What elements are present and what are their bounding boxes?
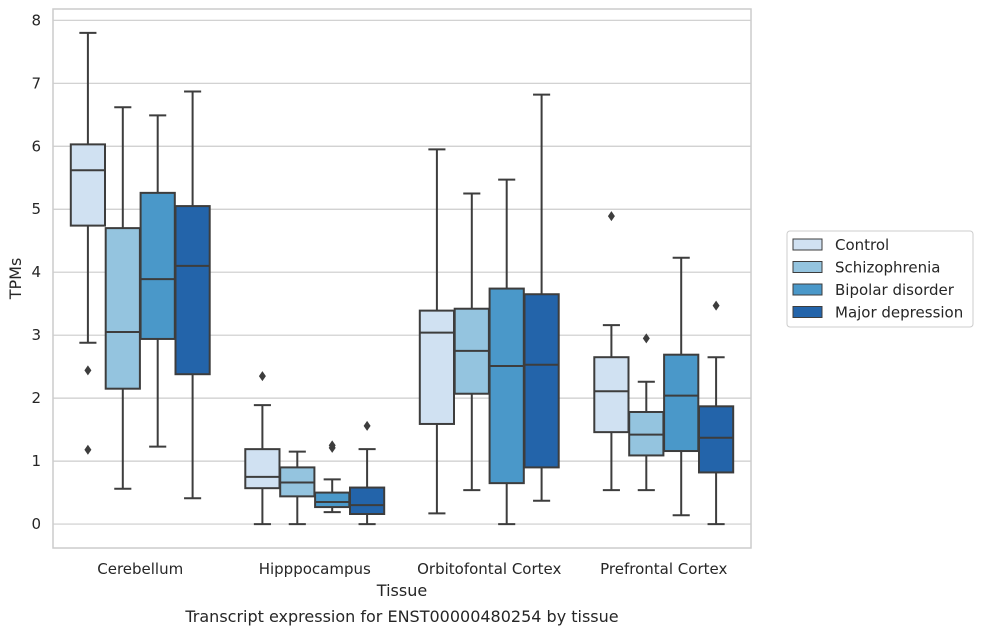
- x-axis-label: Tissue: [376, 581, 427, 600]
- box-iqr: [593, 356, 630, 434]
- y-tick-label: 8: [31, 11, 41, 29]
- y-tick-label: 0: [31, 515, 41, 533]
- boxes: [69, 31, 735, 526]
- box-0-0: [69, 31, 107, 455]
- box-iqr: [69, 143, 107, 227]
- chart-caption: Transcript expression for ENST0000048025…: [184, 607, 618, 626]
- box-2-3: [523, 93, 560, 502]
- x-tick-label: Orbitofontal Cortex: [417, 560, 561, 578]
- y-tick-label: 7: [31, 74, 41, 92]
- outlier-point: [84, 365, 92, 376]
- y-tick-label: 4: [31, 263, 41, 281]
- outlier-point: [607, 211, 615, 222]
- legend-swatch: [792, 261, 823, 273]
- box-3-3: [697, 300, 735, 526]
- box-2-0: [418, 148, 456, 515]
- box-1-3: [348, 420, 386, 526]
- outlier-point: [328, 440, 336, 451]
- legend-label: Control: [835, 236, 889, 254]
- box-iqr: [523, 293, 560, 469]
- y-tick-label: 2: [31, 389, 41, 407]
- box-iqr: [174, 205, 211, 376]
- outlier-point: [258, 371, 266, 382]
- box-1-0: [244, 371, 281, 526]
- y-tick-label: 3: [31, 326, 41, 344]
- box-2-1: [453, 192, 490, 492]
- box-iqr: [663, 353, 700, 453]
- legend-label: Major depression: [835, 304, 963, 322]
- box-iqr: [314, 491, 351, 509]
- plot-frame: [52, 8, 752, 549]
- box-iqr: [488, 287, 525, 485]
- y-tick-label: 1: [31, 452, 41, 470]
- outlier-point: [363, 420, 371, 431]
- x-tick-labels: Cerebellum Hipppocampus Orbitofontal Corte…: [97, 560, 727, 578]
- box-iqr: [139, 191, 176, 340]
- x-tick-label: Cerebellum: [97, 560, 183, 578]
- box-iqr: [418, 309, 456, 425]
- legend-swatch: [792, 283, 823, 296]
- y-tick-labels: 0 1 2 3 4 5 6 7 8: [31, 11, 41, 533]
- x-tick-label: Prefrontal Cortex: [600, 560, 727, 578]
- y-tick-label: 5: [31, 200, 41, 218]
- outlier-point: [712, 300, 720, 311]
- box-3-1: [628, 333, 665, 492]
- box-1-2: [314, 440, 351, 514]
- box-iqr: [244, 448, 281, 490]
- box-0-3: [174, 90, 211, 500]
- legend-label: Bipolar disorder: [835, 281, 955, 299]
- x-tick-label: Hipppocampus: [259, 560, 371, 578]
- legend: Control Schizophrenia Bipolar disorder Majo…: [786, 230, 974, 328]
- legend-swatch: [792, 238, 823, 251]
- box-3-0: [593, 211, 630, 492]
- outlier-point: [642, 333, 650, 344]
- box-3-2: [663, 256, 700, 517]
- box-iqr: [348, 486, 386, 515]
- box-0-1: [104, 106, 141, 490]
- legend-label: Schizophrenia: [835, 259, 940, 277]
- legend-frame: [786, 230, 974, 328]
- y-axis-label: TPMs: [6, 258, 25, 301]
- box-iqr: [697, 405, 735, 474]
- box-0-2: [139, 114, 176, 448]
- box-iqr: [104, 227, 141, 390]
- y-tick-label: 6: [31, 137, 41, 155]
- box-1-1: [279, 450, 316, 526]
- outlier-point: [84, 444, 92, 455]
- legend-swatch: [792, 306, 823, 318]
